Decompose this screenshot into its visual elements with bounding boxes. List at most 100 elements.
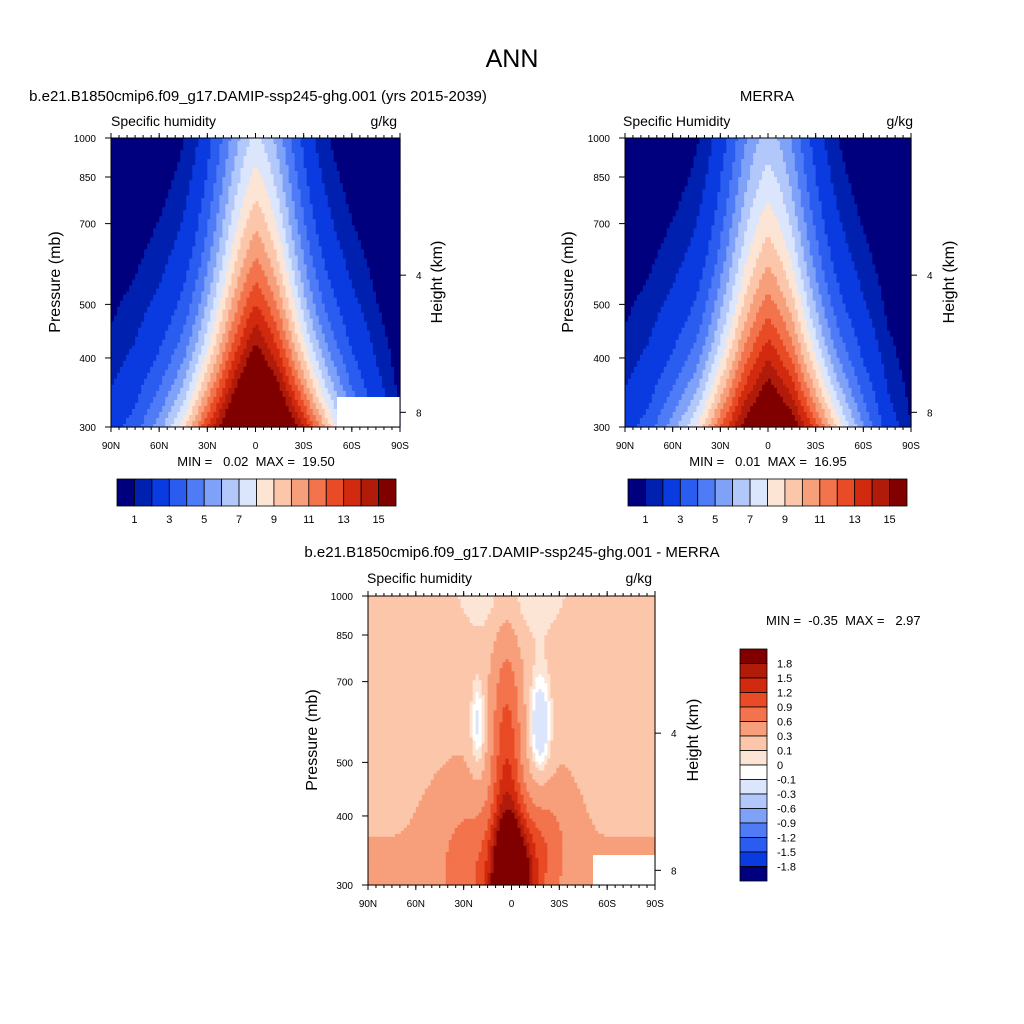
contour-cell [186, 162, 190, 166]
contour-cell [345, 144, 350, 148]
contour-cell [234, 156, 239, 160]
contour-cell [165, 156, 169, 160]
contour-cell [114, 165, 118, 169]
contour-cell [150, 168, 154, 172]
contour-cell [180, 150, 184, 154]
contour-cell [174, 153, 178, 157]
contour-cell [273, 174, 278, 178]
contour-cell [267, 165, 272, 169]
contour-cell [312, 156, 317, 160]
contour-cell [225, 177, 230, 181]
contour-cell [252, 159, 257, 163]
contour-cell [294, 156, 299, 160]
contour-cell [249, 150, 254, 154]
contour-cell [312, 165, 317, 169]
contour-cell [258, 159, 263, 163]
contour-cell [210, 141, 214, 145]
contour-cell [306, 144, 311, 148]
contour-cell [348, 162, 353, 166]
contour-cell [213, 159, 217, 163]
contour-cell [222, 144, 226, 148]
contour-cell [381, 147, 386, 151]
contour-cell [303, 147, 308, 151]
contour-cell [342, 141, 347, 145]
contour-cell [282, 153, 287, 157]
contour-cell [324, 150, 329, 154]
contour-cell [222, 147, 226, 151]
contour-cell [291, 138, 296, 142]
contour-cell [165, 171, 169, 175]
contour-cell [174, 177, 178, 181]
contour-cell [336, 168, 341, 172]
contour-cell [342, 147, 347, 151]
contour-cell [285, 144, 290, 148]
contour-cell [231, 168, 236, 172]
contour-cell [147, 162, 151, 166]
contour-cell [345, 165, 350, 169]
contour-cell [363, 138, 368, 142]
contour-cell [159, 141, 163, 145]
contour-cell [354, 138, 359, 142]
contour-cell [300, 162, 305, 166]
contour-cell [117, 177, 121, 181]
contour-cell [153, 177, 157, 181]
contour-cell [225, 162, 230, 166]
contour-cell [162, 171, 166, 175]
contour-cell [243, 165, 248, 169]
contour-cell [117, 150, 121, 154]
contour-cell [255, 162, 260, 166]
contour-cell [378, 171, 383, 175]
contour-cell [360, 162, 365, 166]
contour-cell [252, 141, 257, 145]
contour-cell [195, 171, 199, 175]
contour-cell [198, 141, 202, 145]
contour-cell [165, 150, 169, 154]
contour-cell [186, 168, 190, 172]
contour-cell [183, 171, 187, 175]
contour-cell [261, 162, 266, 166]
contour-cell [273, 159, 278, 163]
contour-cell [372, 147, 377, 151]
contour-cell [357, 159, 362, 163]
contour-cell [150, 177, 154, 181]
contour-cell [216, 141, 220, 145]
contour-cell [198, 150, 202, 154]
contour-cell [366, 144, 371, 148]
contour-cell [261, 171, 266, 175]
contour-cell [393, 159, 398, 163]
contour-cell [258, 171, 263, 175]
contour-cell [225, 159, 230, 163]
contour-cell [318, 147, 323, 151]
contour-cell [126, 147, 130, 151]
contour-cell [219, 159, 223, 163]
contour-cell [138, 165, 142, 169]
contour-cell [315, 165, 320, 169]
contour-cell [183, 156, 187, 160]
contour-cell [390, 165, 395, 169]
contour-cell [297, 168, 302, 172]
contour-cell [120, 156, 124, 160]
contour-cell [354, 165, 359, 169]
contour-cell [264, 174, 269, 178]
contour-cell [174, 156, 178, 160]
contour-cell [249, 162, 254, 166]
contour-cell [321, 162, 326, 166]
contour-cell [363, 147, 368, 151]
contour-cell [141, 138, 145, 142]
contour-cell [156, 165, 160, 169]
contour-cell [324, 141, 329, 145]
contour-cell [273, 162, 278, 166]
contour-cell [120, 162, 124, 166]
contour-cell [192, 156, 196, 160]
contour-cell [396, 153, 401, 157]
contour-cell [276, 144, 281, 148]
contour-cell [330, 138, 335, 142]
contour-cell [369, 174, 374, 178]
contour-cell [381, 159, 386, 163]
contour-cell [135, 177, 139, 181]
contour-cell [330, 174, 335, 178]
contour-cell [237, 147, 242, 151]
contour-cell [273, 177, 278, 181]
contour-cell [192, 177, 196, 181]
contour-cell [219, 150, 223, 154]
